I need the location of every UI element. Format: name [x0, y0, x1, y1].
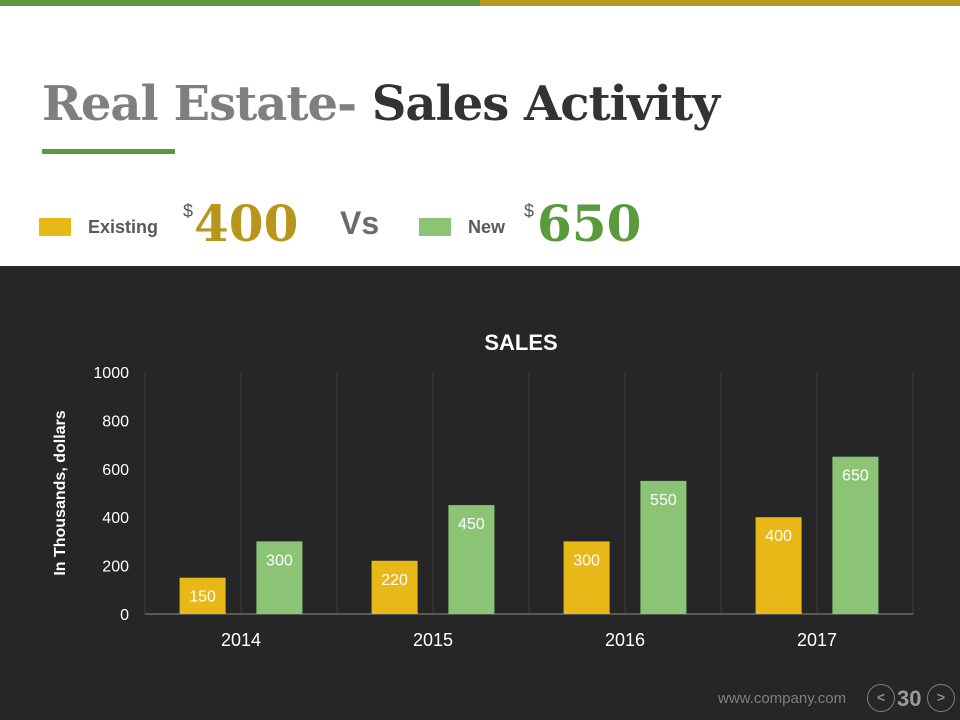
y-axis-label: In Thousands, dollars	[52, 410, 69, 575]
bar-new	[832, 456, 879, 614]
existing-currency: $	[183, 201, 194, 221]
new-legend-swatch	[419, 218, 451, 236]
data-label: 150	[189, 589, 216, 606]
title-part-1: Real Estate-	[42, 76, 372, 132]
page-number: 30	[897, 686, 922, 711]
title-underline	[42, 149, 175, 154]
bar-existing	[563, 541, 610, 614]
new-value: 650	[537, 194, 642, 253]
x-tick-label: 2014	[221, 630, 261, 650]
data-label: 650	[842, 468, 869, 485]
bar-existing	[755, 517, 802, 614]
vs-label: Vs	[340, 205, 380, 241]
existing-legend-swatch	[39, 218, 71, 236]
new-legend-label: New	[468, 217, 506, 237]
bar-existing	[371, 560, 418, 614]
x-tick-label: 2016	[605, 630, 645, 650]
existing-legend-label: Existing	[88, 217, 159, 237]
top-accent-bar-gold	[480, 0, 960, 6]
data-label: 220	[381, 572, 408, 589]
y-tick-label: 800	[102, 413, 129, 430]
bar-new	[448, 505, 495, 614]
footer-url: www.company.com	[718, 690, 847, 707]
y-tick-label: 0	[120, 607, 129, 624]
y-tick-label: 200	[102, 559, 129, 576]
y-tick-label: 1000	[93, 365, 129, 382]
bar-existing	[179, 577, 226, 614]
chart-panel	[0, 266, 960, 720]
title-part-2: Sales Activity	[371, 76, 720, 132]
sales-chart: SALES 0 200 400 600 800 1000 In Thousands, doll…	[52, 330, 914, 650]
data-label: 550	[650, 492, 677, 509]
x-tick-label: 2017	[797, 630, 837, 650]
existing-value: 400	[194, 194, 299, 253]
bar-new	[256, 541, 303, 614]
next-page-button[interactable]: >	[927, 684, 955, 712]
prev-page-button[interactable]: <	[867, 684, 895, 712]
data-label: 400	[765, 528, 792, 545]
data-label: 300	[573, 552, 600, 569]
new-currency: $	[524, 201, 535, 221]
data-label: 450	[458, 516, 485, 533]
x-tick-label: 2015	[413, 630, 453, 650]
data-label: 300	[266, 552, 293, 569]
top-accent-bar-green	[0, 0, 480, 6]
bar-new	[640, 480, 687, 614]
page-title: Real Estate- Sales Activity	[42, 76, 720, 132]
chart-title: SALES	[484, 330, 557, 355]
y-tick-label: 400	[102, 510, 129, 527]
y-tick-label: 600	[102, 462, 129, 479]
